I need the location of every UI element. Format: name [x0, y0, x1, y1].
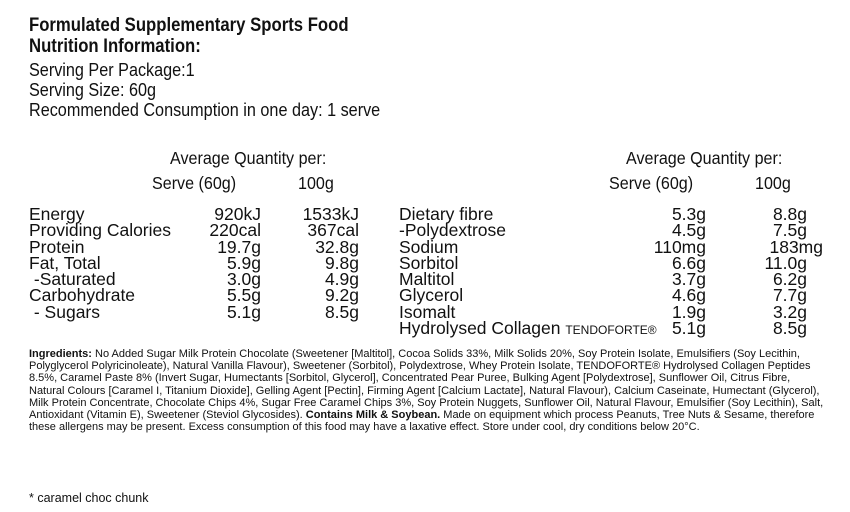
right-nutrition-table: Dietary fibre 5.3g 8.8g -Polydextrose 4.…: [399, 204, 824, 339]
brand-name: TENDOFORTE®: [565, 323, 657, 338]
servings-per-package: Serving Per Package:1: [29, 60, 195, 80]
nutrient-label: Sodium: [399, 236, 459, 257]
per100-value: 3.2g: [772, 301, 807, 322]
left-header-average-quantity: Average Quantity per:: [170, 148, 327, 168]
table-row: Providing Calories 220cal 367cal: [29, 220, 369, 241]
footnote: * caramel choc chunk: [29, 491, 149, 505]
serve-value: 920kJ: [214, 204, 261, 224]
table-row: -Saturated 3.0g 4.9g: [29, 269, 369, 290]
nutrient-label-text: Hydrolysed Collagen: [399, 318, 566, 339]
nutrient-label: Carbohydrate: [29, 285, 136, 306]
per100-value: 183mg: [769, 236, 823, 257]
table-row: -Polydextrose 4.5g 7.5g: [399, 220, 824, 241]
nutrition-info-heading: Nutrition Information:: [29, 36, 201, 57]
left-header-100g: 100g: [298, 173, 334, 193]
right-header-average-quantity: Average Quantity per:: [626, 148, 783, 168]
serve-value: 1.9g: [671, 301, 706, 322]
serve-value: 19.7g: [217, 236, 261, 257]
table-row: Carbohydrate 5.5g 9.2g: [29, 285, 369, 306]
serve-value: 110mg: [653, 236, 706, 257]
per100-value: 7.5g: [772, 220, 807, 241]
serve-value: 5.1g: [226, 301, 261, 322]
right-header-serve: Serve (60g): [609, 173, 694, 193]
serve-value: 5.3g: [671, 204, 706, 224]
nutrient-label: -Saturated: [29, 269, 116, 290]
serve-value: 5.5g: [226, 285, 261, 306]
per100-value: 32.8g: [315, 236, 359, 257]
nutrient-label: Protein: [29, 236, 85, 257]
left-header-serve: Serve (60g): [152, 173, 237, 193]
ingredients-warning: Made on equipment which process Peanuts,…: [29, 409, 815, 434]
nutrient-label: Dietary fibre: [399, 204, 494, 224]
per100-value: 1533kJ: [302, 204, 359, 224]
per100-value: 9.8g: [324, 252, 359, 273]
allergen-statement: Contains Milk & Soybean.: [305, 409, 441, 422]
table-row: Sodium 110mg 183mg: [399, 236, 824, 257]
serve-value: 4.6g: [671, 285, 706, 306]
table-row: Sorbitol 6.6g 11.0g: [399, 252, 824, 273]
ingredients-label: Ingredients:: [29, 348, 92, 360]
per100-value: 8.8g: [772, 204, 807, 224]
nutrient-label: Energy: [29, 204, 85, 224]
nutrient-label: Hydrolysed Collagen TENDOFORTE®: [399, 318, 657, 339]
nutrient-label: Providing Calories: [29, 220, 172, 241]
serve-value: 4.5g: [671, 220, 706, 241]
serve-value: 220cal: [209, 220, 261, 241]
nutrient-label: Fat, Total: [29, 252, 101, 273]
serve-value: 3.0g: [226, 269, 261, 290]
nutrient-label: Isomalt: [399, 301, 456, 322]
ingredients-text: Ingredients: No Added Sugar Milk Protein…: [29, 348, 825, 433]
per100-value: 8.5g: [772, 318, 807, 339]
per100-value: 367cal: [307, 220, 359, 241]
table-row: Fat, Total 5.9g 9.8g: [29, 252, 369, 273]
serve-value: 3.7g: [671, 269, 706, 290]
nutrient-label: Glycerol: [399, 285, 464, 306]
right-header-100g: 100g: [755, 173, 791, 193]
nutrient-label: -Polydextrose: [399, 220, 506, 241]
per100-value: 8.5g: [324, 301, 359, 322]
table-row: Dietary fibre 5.3g 8.8g: [399, 204, 824, 224]
table-row: Maltitol 3.7g 6.2g: [399, 269, 824, 290]
nutrient-label: Sorbitol: [399, 252, 459, 273]
per100-value: 7.7g: [772, 285, 807, 306]
table-row: Energy 920kJ 1533kJ: [29, 204, 369, 224]
nutrient-label: - Sugars: [29, 301, 100, 322]
serve-value: 6.6g: [671, 252, 706, 273]
table-row: - Sugars 5.1g 8.5g: [29, 301, 369, 322]
per100-value: 9.2g: [324, 285, 359, 306]
recommended-consumption: Recommended Consumption in one day: 1 se…: [29, 100, 381, 120]
table-row: Hydrolysed Collagen TENDOFORTE® 5.1g 8.5…: [399, 318, 824, 339]
table-row: Protein 19.7g 32.8g: [29, 236, 369, 257]
table-row: Isomalt 1.9g 3.2g: [399, 301, 824, 322]
serving-size: Serving Size: 60g: [29, 80, 156, 100]
left-nutrition-table: Energy 920kJ 1533kJ Providing Calories 2…: [29, 204, 369, 322]
product-title: Formulated Supplementary Sports Food: [29, 15, 349, 36]
table-row: Glycerol 4.6g 7.7g: [399, 285, 824, 306]
nutrient-label: Maltitol: [399, 269, 455, 290]
serve-value: 5.1g: [671, 318, 706, 339]
per100-value: 4.9g: [324, 269, 359, 290]
per100-value: 6.2g: [772, 269, 807, 290]
ingredients-list: No Added Sugar Milk Protein Chocolate (S…: [29, 348, 824, 422]
serve-value: 5.9g: [226, 252, 261, 273]
per100-value: 11.0g: [764, 252, 808, 273]
